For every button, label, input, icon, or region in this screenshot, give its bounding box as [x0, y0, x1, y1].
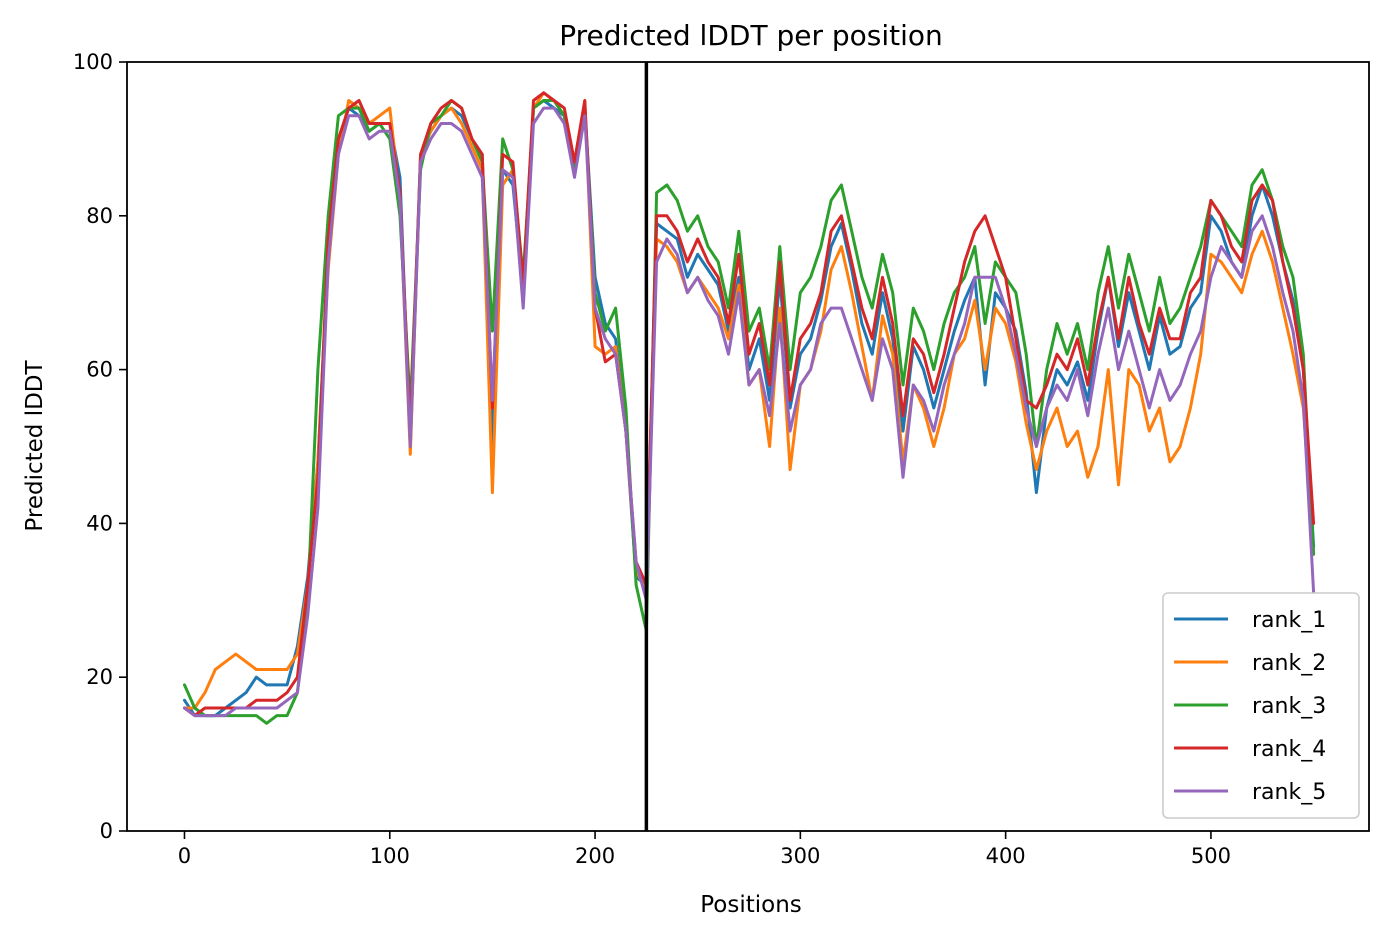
- x-tick-label: 500: [1191, 844, 1231, 868]
- x-tick-label: 200: [575, 844, 615, 868]
- series-line-rank-2: [183, 91, 1316, 710]
- chart-title: Predicted lDDT per position: [559, 19, 943, 52]
- x-axis-label: Positions: [700, 892, 802, 918]
- legend-box: [1162, 592, 1360, 819]
- x-tick-label: 0: [178, 844, 191, 868]
- series-line-rank-3: [183, 99, 1316, 725]
- y-tick-label: 20: [86, 665, 113, 689]
- y-tick-label: 0: [100, 819, 113, 843]
- series-layer: [183, 91, 1316, 725]
- legend-label-rank-4: rank_4: [1252, 737, 1326, 762]
- legend-label-rank-5: rank_5: [1252, 780, 1326, 805]
- plot-frame: [126, 61, 1370, 832]
- y-tick-label: 80: [86, 204, 113, 228]
- series-line-rank-5: [183, 106, 1316, 718]
- y-tick-label: 100: [73, 50, 113, 74]
- y-tick-label: 40: [86, 511, 113, 535]
- x-tick-label: 300: [780, 844, 820, 868]
- legend-label-rank-3: rank_3: [1252, 694, 1326, 719]
- legend: rank_1 rank_2 rank_3 rank_4 rank_5: [1162, 592, 1360, 819]
- y-tick-label: 60: [86, 358, 113, 382]
- x-tick-label: 400: [986, 844, 1026, 868]
- legend-label-rank-1: rank_1: [1252, 608, 1326, 633]
- x-tick-label: 100: [370, 844, 410, 868]
- y-axis-label: Predicted lDDT: [22, 359, 48, 531]
- x-axis-ticks: 0 100 200 300 400 500: [178, 831, 1231, 868]
- series-line-rank-4: [183, 91, 1316, 718]
- legend-label-rank-2: rank_2: [1252, 651, 1326, 676]
- y-axis-ticks: 0 20 40 60 80 100: [73, 50, 127, 843]
